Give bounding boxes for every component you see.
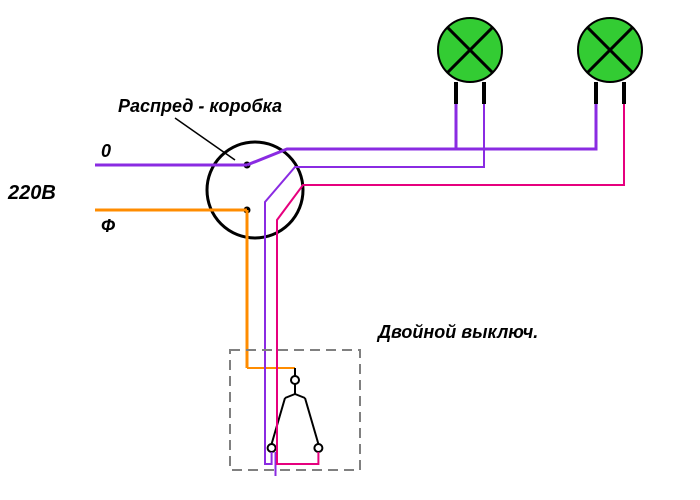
double-switch-label: Двойной выключ.: [378, 322, 538, 343]
neutral-label: 0: [101, 141, 111, 162]
voltage-label: 220В: [8, 182, 56, 205]
junction-box-label: Распред - коробка: [118, 96, 282, 117]
junction-box: [207, 142, 303, 238]
phase-label: Ф: [101, 216, 115, 237]
